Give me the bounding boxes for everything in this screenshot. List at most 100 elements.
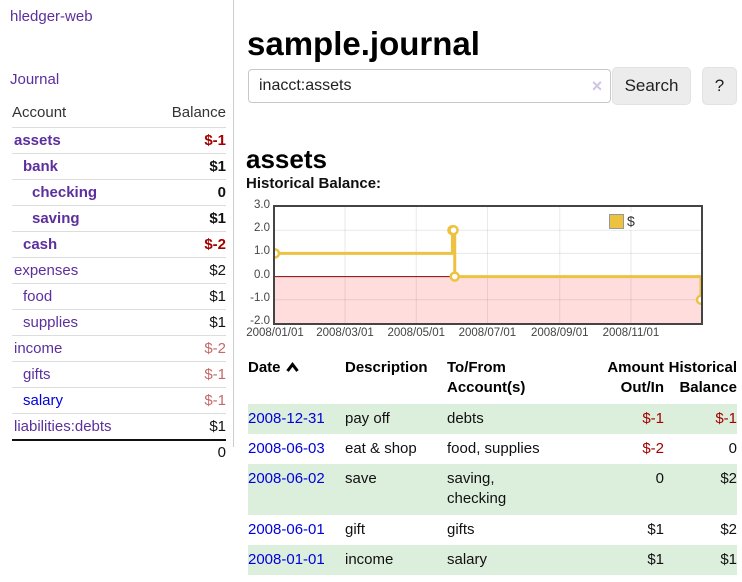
transaction-amount-cell: 0 bbox=[655, 470, 664, 488]
account-link[interactable]: gifts bbox=[23, 366, 51, 383]
sidebar-account-row: supplies $1 bbox=[12, 309, 226, 335]
legend-color-swatch bbox=[609, 213, 624, 229]
x-axis-tick-label: 2008/09/01 bbox=[530, 327, 589, 339]
sidebar-account-row: saving $1 bbox=[12, 205, 226, 231]
account-balance: $1 bbox=[209, 418, 226, 435]
transaction-date-cell: 2008-06-02 bbox=[248, 464, 345, 515]
account-balance: $-2 bbox=[204, 340, 226, 357]
accounts-total: 0 bbox=[12, 439, 226, 464]
clear-search-icon[interactable]: × bbox=[591, 76, 603, 96]
y-axis-tick-label: 0.0 bbox=[254, 268, 270, 281]
column-header-balance: Historical Balance bbox=[668, 359, 737, 396]
account-table-header: Account Balance bbox=[12, 101, 226, 127]
y-axis-tick-label: -1.0 bbox=[250, 291, 270, 304]
account-balance: $1 bbox=[209, 288, 226, 305]
sidebar-account-row: gifts $-1 bbox=[12, 361, 226, 387]
account-balance: $2 bbox=[209, 262, 226, 279]
sidebar-account-row: bank $1 bbox=[12, 153, 226, 179]
transaction-date-link[interactable]: 2008-06-03 bbox=[248, 439, 325, 457]
transaction-description-cell: pay off bbox=[345, 409, 390, 427]
account-balance: $-2 bbox=[204, 236, 226, 253]
transaction-description-cell: gift bbox=[345, 520, 366, 538]
account-rows: assets $-1 bank $1 checking 0 saving $1 cash $-2 e… bbox=[12, 127, 226, 439]
column-header-date[interactable]: Date bbox=[248, 356, 345, 404]
transaction-date-link[interactable]: 2008-12-31 bbox=[248, 409, 325, 427]
account-balance: $-1 bbox=[204, 366, 226, 383]
transaction-date-link[interactable]: 2008-06-02 bbox=[248, 470, 325, 488]
account-link[interactable]: income bbox=[14, 340, 63, 357]
transaction-balance-cell: 0 bbox=[728, 439, 737, 457]
transaction-date-link[interactable]: 2008-01-01 bbox=[248, 550, 325, 568]
register-row: 2008-06-01 gift gifts $1 $2 bbox=[248, 515, 737, 545]
transaction-balance-cell: $2 bbox=[720, 470, 737, 488]
app-title-link[interactable]: hledger-web bbox=[10, 8, 93, 25]
account-balance: $-1 bbox=[204, 392, 226, 409]
account-column-header: Account bbox=[12, 104, 67, 121]
account-balance: $1 bbox=[209, 158, 226, 175]
account-link[interactable]: liabilities:debts bbox=[14, 418, 112, 435]
transaction-balance-cell: $1 bbox=[720, 550, 737, 568]
sidebar: hledger-web Journal Account Balance asse… bbox=[0, 0, 234, 461]
account-heading: assets bbox=[246, 143, 327, 174]
account-link[interactable]: salary bbox=[23, 392, 64, 409]
x-axis-tick-label: 2008/01/01 bbox=[246, 327, 304, 339]
sidebar-account-row: salary $-1 bbox=[12, 387, 226, 413]
sidebar-account-row: assets $-1 bbox=[12, 127, 226, 153]
register-row: 2008-12-31 pay off debts $-1 $-1 bbox=[248, 403, 737, 434]
column-header-accounts: To/From Account(s) bbox=[447, 359, 526, 396]
account-link[interactable]: food bbox=[23, 288, 53, 305]
transaction-balance-cell: $-1 bbox=[715, 409, 737, 427]
account-balance-table: Account Balance assets $-1 bank $1 checking 0… bbox=[12, 101, 226, 464]
y-axis-tick-label: 2.0 bbox=[254, 222, 270, 235]
transaction-accounts-cell: gifts bbox=[447, 520, 475, 538]
sidebar-account-row: income $-2 bbox=[12, 335, 226, 361]
x-axis-tick-label: 2008/05/01 bbox=[387, 327, 445, 339]
y-axis-tick-label: 1.0 bbox=[254, 245, 270, 258]
page-title: sample.journal bbox=[247, 25, 480, 63]
account-balance: 0 bbox=[217, 184, 226, 201]
account-link[interactable]: checking bbox=[32, 184, 98, 201]
legend-label: $ bbox=[627, 213, 635, 229]
x-axis-tick-label: 2008/03/01 bbox=[316, 327, 374, 339]
y-axis-tick-label: -2.0 bbox=[250, 315, 270, 327]
transaction-amount-cell: $-2 bbox=[642, 439, 664, 457]
search-button[interactable]: Search bbox=[612, 67, 691, 105]
account-balance: $1 bbox=[209, 314, 226, 331]
chart-plot-area bbox=[273, 205, 703, 325]
transaction-description-cell: eat & shop bbox=[345, 439, 417, 457]
sort-ascending-icon bbox=[285, 362, 299, 372]
account-link[interactable]: bank bbox=[23, 158, 59, 175]
transaction-date-link[interactable]: 2008-06-01 bbox=[248, 520, 325, 538]
sidebar-account-row: liabilities:debts $1 bbox=[12, 413, 226, 439]
y-axis-tick-label: 3.0 bbox=[254, 199, 270, 211]
account-link[interactable]: expenses bbox=[14, 262, 79, 279]
sidebar-account-row: checking 0 bbox=[12, 179, 226, 205]
transaction-date-cell: 2008-01-01 bbox=[248, 545, 345, 575]
transaction-amount-cell: $1 bbox=[647, 550, 664, 568]
transaction-date-cell: 2008-06-03 bbox=[248, 434, 345, 464]
transaction-accounts-cell: saving, checking bbox=[447, 470, 507, 508]
transaction-accounts-cell: food, supplies bbox=[447, 439, 540, 457]
sidebar-item-journal[interactable]: Journal bbox=[10, 71, 60, 88]
account-link[interactable]: saving bbox=[32, 210, 80, 227]
account-link[interactable]: assets bbox=[14, 132, 61, 149]
search-input[interactable] bbox=[248, 69, 611, 103]
transaction-accounts-cell: debts bbox=[447, 409, 484, 427]
transaction-description-cell: income bbox=[345, 550, 394, 568]
account-link[interactable]: cash bbox=[23, 236, 58, 253]
x-axis-tick-label: 2008/11/01 bbox=[602, 327, 660, 339]
help-button[interactable]: ? bbox=[702, 67, 737, 105]
historical-balance-chart: $ 3.0 2.0 1.0 0.0 -1.0 -2.0 2008/01/01 2008/03/… bbox=[246, 199, 724, 350]
balance-column-header: Balance bbox=[171, 104, 226, 121]
sidebar-account-row: expenses $2 bbox=[12, 257, 226, 283]
register-row: 2008-06-02 save saving, checking 0 $2 bbox=[248, 464, 737, 515]
register-row: 2008-01-01 income salary $1 $1 bbox=[248, 544, 737, 576]
account-link[interactable]: supplies bbox=[23, 314, 79, 331]
transaction-date-cell: 2008-12-31 bbox=[248, 404, 345, 434]
sidebar-account-row: cash $-2 bbox=[12, 231, 226, 257]
column-header-amount: Amount Out/In bbox=[607, 359, 664, 396]
chart-title: Historical Balance: bbox=[246, 175, 382, 192]
transaction-amount-cell: $-1 bbox=[642, 409, 664, 427]
transaction-amount-cell: $1 bbox=[647, 520, 664, 538]
transaction-balance-cell: $2 bbox=[720, 520, 737, 538]
